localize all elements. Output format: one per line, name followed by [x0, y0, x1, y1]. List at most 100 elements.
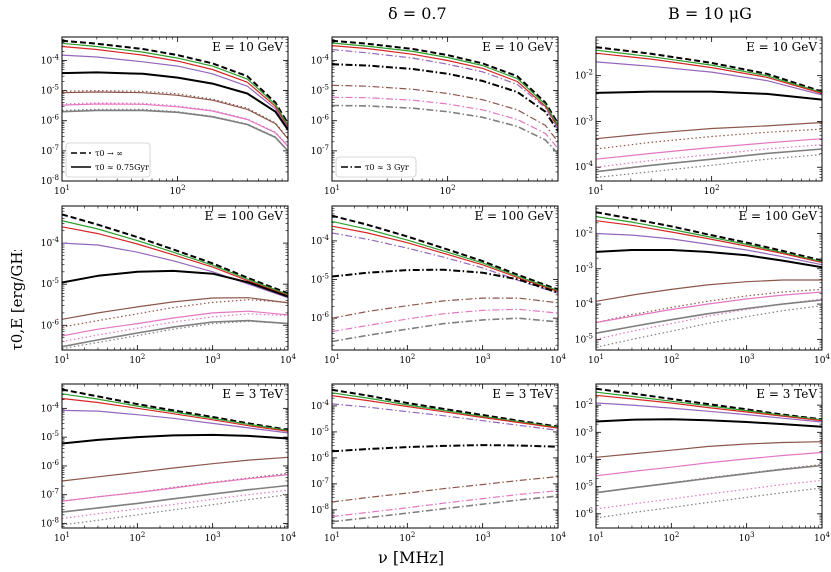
y-tick-label: 10-3	[575, 425, 593, 438]
series-purple	[332, 232, 558, 294]
series-purple	[62, 242, 288, 299]
y-tick-label: 10-5	[311, 425, 329, 438]
series--0-0-75gyr	[62, 433, 288, 445]
series-gray	[596, 299, 822, 334]
series-gray	[332, 495, 558, 523]
series-group	[332, 39, 558, 155]
series-green	[332, 392, 558, 428]
series--0-0-75gyr	[62, 71, 288, 131]
series-pink	[596, 451, 822, 477]
series-purple	[332, 48, 558, 129]
series--0-3gyr	[332, 63, 558, 132]
legend: τ0 ≈ 3 Gyr	[335, 156, 417, 178]
series--0-	[596, 387, 822, 421]
column-header-delta: δ = 0.7	[388, 4, 447, 23]
y-tick-label: 10-7	[41, 488, 59, 501]
y-tick-label: 10-5	[311, 84, 329, 97]
series-green	[62, 220, 288, 296]
series-pink	[62, 310, 288, 337]
series--0-	[332, 388, 558, 428]
series--0-	[62, 39, 288, 125]
series-red	[332, 45, 558, 128]
series-pink	[332, 96, 558, 149]
legend-box	[65, 142, 151, 178]
minor-ticks	[332, 384, 558, 528]
series-gray-dotted	[62, 494, 288, 526]
series-purple	[62, 409, 288, 434]
x-tick-label: 102	[663, 531, 679, 544]
y-tick-label: 10-4	[575, 297, 594, 310]
series--0-3gyr	[332, 268, 558, 294]
series-pink-dotted	[62, 313, 288, 343]
column-header-bfield: B = 10 μG	[668, 4, 752, 23]
series-brown-dotted	[62, 299, 288, 328]
series-red	[596, 52, 822, 94]
panel-p13: 101 102 10-4 10-3 10-2 E = 10 GeV	[575, 36, 823, 197]
panel-p11: 101 102 10-8 10-7 10-6 10-5 10-4 E = 10 GeV τ0 →…	[41, 36, 289, 197]
x-tick-label: 102	[440, 184, 456, 197]
panel-energy-label: E = 10 GeV	[746, 40, 817, 54]
x-tick-label: 102	[399, 353, 415, 366]
x-tick-label: 102	[399, 531, 415, 544]
series-gray	[332, 317, 558, 343]
y-tick-label: 10-4	[311, 53, 330, 66]
series--0-0-75gyr	[596, 418, 822, 428]
legend-label: τ0 ≈ 0.75Gyr	[95, 163, 149, 172]
y-tick-label: 10-7	[41, 144, 59, 157]
x-tick-label: 102	[663, 353, 679, 366]
y-axis-label-text: X̂τ0,E [erg/GHz]	[8, 250, 26, 350]
series--0-	[62, 213, 288, 295]
panel-energy-label: E = 3 TeV	[756, 387, 817, 401]
x-tick-label: 102	[129, 531, 145, 544]
series-green	[332, 42, 558, 126]
y-tick-label: 10-7	[311, 144, 329, 157]
panel-frame	[61, 36, 289, 182]
series-brown	[596, 279, 822, 302]
x-tick-label: 102	[129, 353, 145, 366]
panel-energy-label: E = 100 GeV	[474, 209, 553, 223]
x-tick-label: 103	[205, 353, 221, 366]
panel-energy-label: E = 3 TeV	[492, 387, 553, 401]
series-green	[62, 42, 288, 126]
y-tick-label: 10-6	[311, 451, 330, 464]
y-tick-label: 10-5	[575, 480, 593, 493]
x-tick-label: 104	[550, 531, 566, 544]
panel-frame	[61, 205, 289, 351]
x-tick-label: 104	[814, 531, 830, 544]
series-brown-dotted	[596, 288, 822, 324]
series-brown-dotted	[62, 89, 288, 139]
panel-p32: 101 102 103 104 10-8 10-7 10-6 10-5 10-4 E = 3 Te…	[311, 383, 566, 544]
series-group	[62, 388, 288, 526]
series-pink-dotted	[596, 479, 822, 510]
panel-frame	[331, 36, 559, 182]
panel-p22: 101 102 103 104 10-6 10-5 10-4 E = 100 GeV	[311, 205, 566, 366]
series-green	[596, 216, 822, 263]
series-green	[596, 391, 822, 421]
series-red	[62, 397, 288, 432]
series-gray	[596, 148, 822, 173]
y-tick-label: 10-6	[41, 114, 60, 127]
series--0-	[332, 214, 558, 291]
x-tick-label: 103	[475, 531, 491, 544]
y-tick-label: 10-6	[575, 507, 594, 520]
series-red	[62, 45, 288, 128]
minor-ticks	[62, 384, 288, 528]
series-brown	[332, 297, 558, 319]
y-tick-label: 10-6	[41, 318, 60, 331]
series-brown	[332, 84, 558, 143]
panel-p33: 101 102 103 104 10-6 10-5 10-4 10-3 10-2 E = 3 Te…	[575, 383, 830, 544]
series-pink	[332, 308, 558, 333]
y-tick-label: 10-8	[311, 503, 329, 516]
y-tick-label: 10-6	[311, 114, 330, 127]
series-gray-dotted	[596, 153, 822, 178]
x-tick-label: 101	[54, 531, 70, 544]
y-tick-label: 10-3	[575, 262, 593, 275]
y-tick-label: 10-4	[41, 236, 60, 249]
x-tick-label: 103	[205, 531, 221, 544]
x-tick-label: 104	[550, 353, 566, 366]
panel-energy-label: E = 10 GeV	[482, 40, 553, 54]
series-group	[332, 214, 558, 343]
x-axis-label: ν [MHz]	[378, 548, 445, 567]
series--0-0-75gyr	[596, 90, 822, 101]
